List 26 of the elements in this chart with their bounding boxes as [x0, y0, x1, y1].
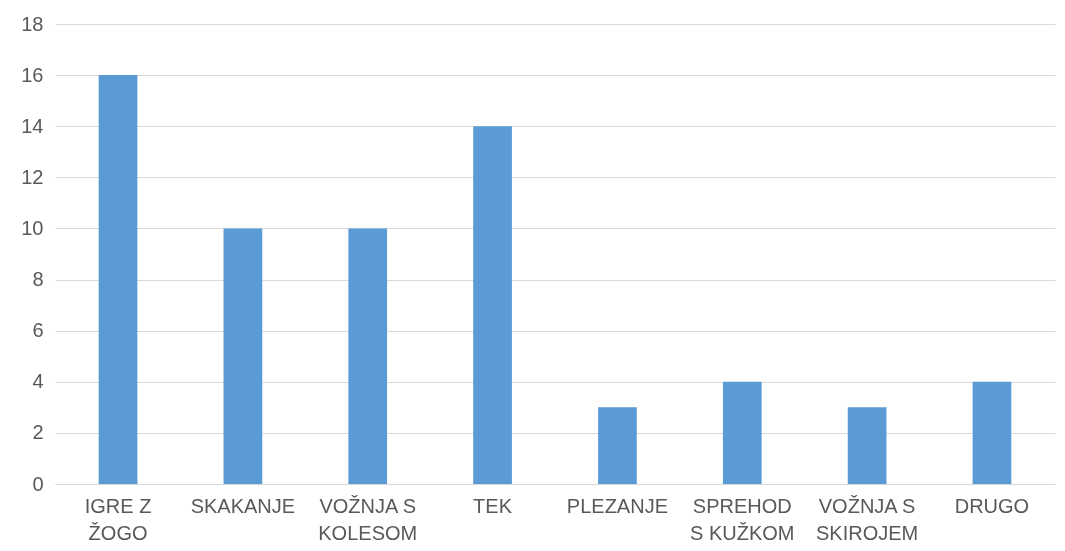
y-tick-label: 0: [32, 472, 44, 495]
bar: [473, 126, 512, 484]
bar: [223, 228, 263, 484]
x-tick-label: SPREHOD S KUŽKOM: [690, 494, 795, 544]
y-tick-label: 18: [21, 12, 44, 35]
y-tick-label: 16: [21, 63, 44, 86]
y-tick-label: 2: [32, 421, 44, 444]
x-tick-label: DRUGO: [954, 494, 1030, 517]
bar: [722, 381, 762, 484]
y-tick-label: 10: [21, 216, 44, 239]
x-tick-label: IGRE Z ŽOGO: [84, 494, 152, 544]
x-tick-label: PLEZANJE: [566, 494, 668, 517]
bar: [598, 407, 637, 484]
y-tick-label: 4: [32, 370, 44, 393]
x-tick-label: VOŽNJA S SKIROJEM: [815, 494, 919, 544]
bar: [348, 228, 388, 484]
x-tick-label: TEK: [473, 494, 513, 517]
bar: [98, 75, 138, 484]
x-tick-label: SKAKANJE: [190, 494, 296, 517]
y-tick-label: 14: [21, 114, 44, 137]
bar: [847, 407, 887, 484]
y-tick-label: 8: [32, 268, 44, 291]
x-tick-label: VOŽNJA S KOLESOM: [318, 494, 418, 544]
y-tick-label: 6: [32, 319, 44, 342]
y-tick-label: 12: [21, 165, 44, 188]
bar: [972, 381, 1012, 484]
